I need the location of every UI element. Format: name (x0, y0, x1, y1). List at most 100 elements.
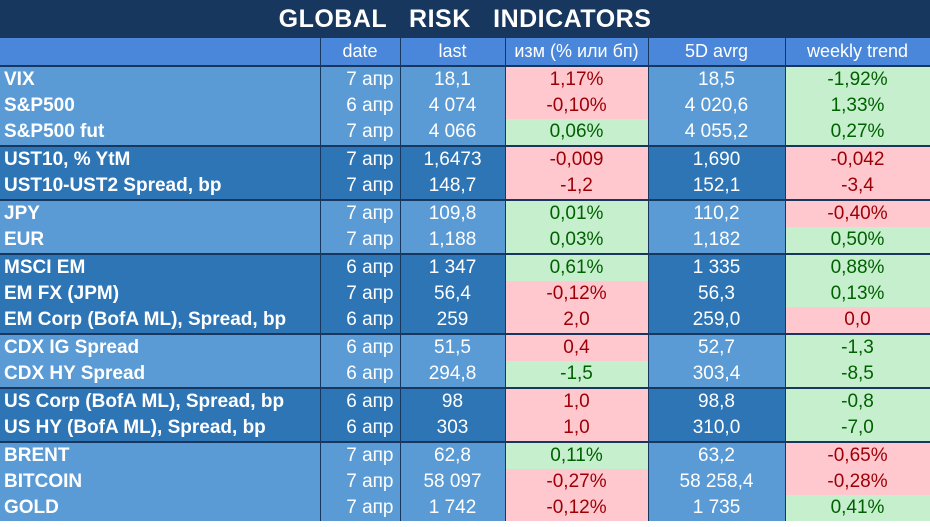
table-row: UST10, % YtM 7 апр 1,6473 -0,009 1,690 -0,042 (0, 145, 930, 173)
last-value-cell: 58 097 (400, 469, 506, 495)
table-row: US Corp (BofA ML), Spread, bp 6 апр 98 1,0 9… (0, 387, 930, 415)
avg-5d-cell: 4 055,2 (648, 119, 786, 146)
change-cell: 0,11% (505, 441, 649, 469)
change-cell: 1,0 (505, 387, 649, 415)
date-cell: 6 апр (320, 387, 401, 415)
indicator-name-cell: EUR (0, 227, 321, 254)
indicator-name-cell: BITCOIN (0, 469, 321, 495)
header-row: date last изм (% или бп) 5D avrg weekly … (0, 38, 930, 67)
indicator-name-cell: UST10-UST2 Spread, bp (0, 173, 321, 200)
avg-5d-cell: 310,0 (648, 415, 786, 442)
table-row: US HY (BofA ML), Spread, bp 6 апр 303 1,0 31… (0, 415, 930, 442)
last-value-cell: 109,8 (400, 199, 506, 227)
indicators-table: date last изм (% или бп) 5D avrg weekly … (0, 38, 930, 521)
indicator-name-cell: CDX HY Spread (0, 361, 321, 388)
indicator-name-cell: US Corp (BofA ML), Spread, bp (0, 387, 321, 415)
last-value-cell: 294,8 (400, 361, 506, 388)
weekly-trend-cell: 0,88% (785, 253, 930, 281)
table-row: CDX HY Spread 6 апр 294,8 -1,5 303,4 -8,5 (0, 361, 930, 388)
weekly-trend-cell: -1,3 (785, 333, 930, 361)
weekly-trend-cell: 0,27% (785, 119, 930, 146)
last-value-cell: 98 (400, 387, 506, 415)
change-cell: 0,01% (505, 199, 649, 227)
date-cell: 6 апр (320, 93, 401, 119)
date-cell: 7 апр (320, 65, 401, 93)
last-value-cell: 1,6473 (400, 145, 506, 173)
table-header: date last изм (% или бп) 5D avrg weekly … (0, 38, 930, 67)
change-cell: -1,5 (505, 361, 649, 388)
weekly-trend-cell: -8,5 (785, 361, 930, 388)
table-row: GOLD 7 апр 1 742 -0,12% 1 735 0,41% (0, 495, 930, 521)
last-value-cell: 303 (400, 415, 506, 442)
change-cell: 0,06% (505, 119, 649, 146)
change-cell: 2,0 (505, 307, 649, 334)
table-row: MSCI EM 6 апр 1 347 0,61% 1 335 0,88% (0, 253, 930, 281)
last-value-cell: 18,1 (400, 65, 506, 93)
indicator-name-cell: US HY (BofA ML), Spread, bp (0, 415, 321, 442)
weekly-trend-cell: -0,65% (785, 441, 930, 469)
change-cell: -0,27% (505, 469, 649, 495)
avg-5d-cell: 259,0 (648, 307, 786, 334)
date-cell: 7 апр (320, 227, 401, 254)
avg-5d-cell: 1,690 (648, 145, 786, 173)
date-cell: 6 апр (320, 415, 401, 442)
table-row: CDX IG Spread 6 апр 51,5 0,4 52,7 -1,3 (0, 333, 930, 361)
avg-5d-cell: 52,7 (648, 333, 786, 361)
indicator-name-cell: EM Corp (BofA ML), Spread, bp (0, 307, 321, 334)
change-cell: -0,12% (505, 281, 649, 307)
last-value-cell: 259 (400, 307, 506, 334)
indicator-name-cell: VIX (0, 65, 321, 93)
date-cell: 7 апр (320, 495, 401, 521)
indicator-name-cell: GOLD (0, 495, 321, 521)
change-cell: 0,03% (505, 227, 649, 254)
header-last: last (400, 38, 506, 67)
date-cell: 6 апр (320, 307, 401, 334)
weekly-trend-cell: 1,33% (785, 93, 930, 119)
avg-5d-cell: 4 020,6 (648, 93, 786, 119)
table-row: VIX 7 апр 18,1 1,17% 18,5 -1,92% (0, 65, 930, 93)
weekly-trend-cell: -7,0 (785, 415, 930, 442)
last-value-cell: 4 074 (400, 93, 506, 119)
indicator-name-cell: JPY (0, 199, 321, 227)
date-cell: 7 апр (320, 281, 401, 307)
avg-5d-cell: 63,2 (648, 441, 786, 469)
header-date: date (320, 38, 401, 67)
indicator-name-cell: CDX IG Spread (0, 333, 321, 361)
table-row: S&P500 6 апр 4 074 -0,10% 4 020,6 1,33% (0, 93, 930, 119)
indicator-name-cell: EM FX (JPM) (0, 281, 321, 307)
weekly-trend-cell: -0,042 (785, 145, 930, 173)
weekly-trend-cell: 0,50% (785, 227, 930, 254)
weekly-trend-cell: -0,40% (785, 199, 930, 227)
weekly-trend-cell: -0,28% (785, 469, 930, 495)
date-cell: 7 апр (320, 199, 401, 227)
change-cell: 1,0 (505, 415, 649, 442)
avg-5d-cell: 303,4 (648, 361, 786, 388)
header-5d-avg: 5D avrg (648, 38, 786, 67)
header-weekly-trend: weekly trend (785, 38, 930, 67)
date-cell: 7 апр (320, 119, 401, 146)
weekly-trend-cell: 0,13% (785, 281, 930, 307)
table-row: BRENT 7 апр 62,8 0,11% 63,2 -0,65% (0, 441, 930, 469)
change-cell: 1,17% (505, 65, 649, 93)
indicator-name-cell: S&P500 fut (0, 119, 321, 146)
title-bar: GLOBAL RISK INDICATORS (0, 0, 930, 38)
last-value-cell: 62,8 (400, 441, 506, 469)
last-value-cell: 1 347 (400, 253, 506, 281)
table-row: UST10-UST2 Spread, bp 7 апр 148,7 -1,2 152,1… (0, 173, 930, 200)
indicator-name-cell: MSCI EM (0, 253, 321, 281)
date-cell: 6 апр (320, 253, 401, 281)
last-value-cell: 1 742 (400, 495, 506, 521)
change-cell: -0,12% (505, 495, 649, 521)
header-change: изм (% или бп) (505, 38, 649, 67)
date-cell: 7 апр (320, 441, 401, 469)
avg-5d-cell: 18,5 (648, 65, 786, 93)
date-cell: 6 апр (320, 333, 401, 361)
change-cell: -1,2 (505, 173, 649, 200)
indicator-name-cell: BRENT (0, 441, 321, 469)
last-value-cell: 4 066 (400, 119, 506, 146)
table-row: EM Corp (BofA ML), Spread, bp 6 апр 259 2,0… (0, 307, 930, 334)
table-body: VIX 7 апр 18,1 1,17% 18,5 -1,92% S&P500 6 апр 4 … (0, 65, 930, 521)
weekly-trend-cell: -0,8 (785, 387, 930, 415)
avg-5d-cell: 98,8 (648, 387, 786, 415)
last-value-cell: 51,5 (400, 333, 506, 361)
